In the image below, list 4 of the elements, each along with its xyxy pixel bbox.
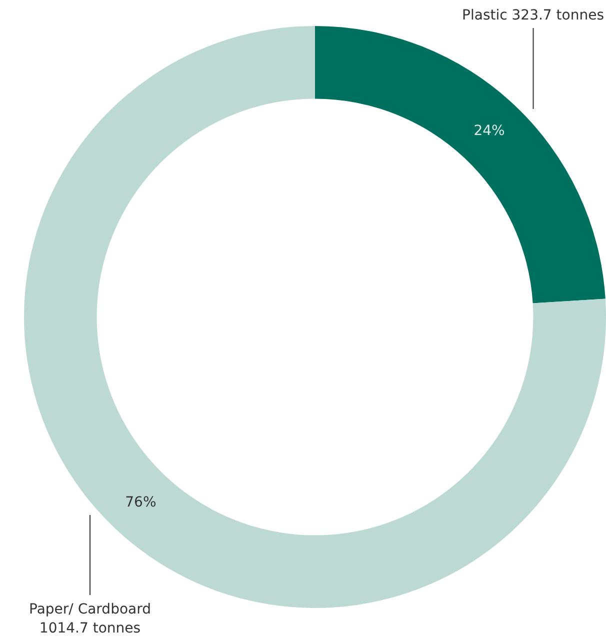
data-label: 76%	[125, 494, 156, 510]
slice-label: Plastic 323.7 tonnes	[462, 8, 604, 24]
data-label: 24%	[474, 123, 505, 140]
slice-label: Paper/ Cardboard 1014.7 tonnes	[29, 602, 151, 637]
